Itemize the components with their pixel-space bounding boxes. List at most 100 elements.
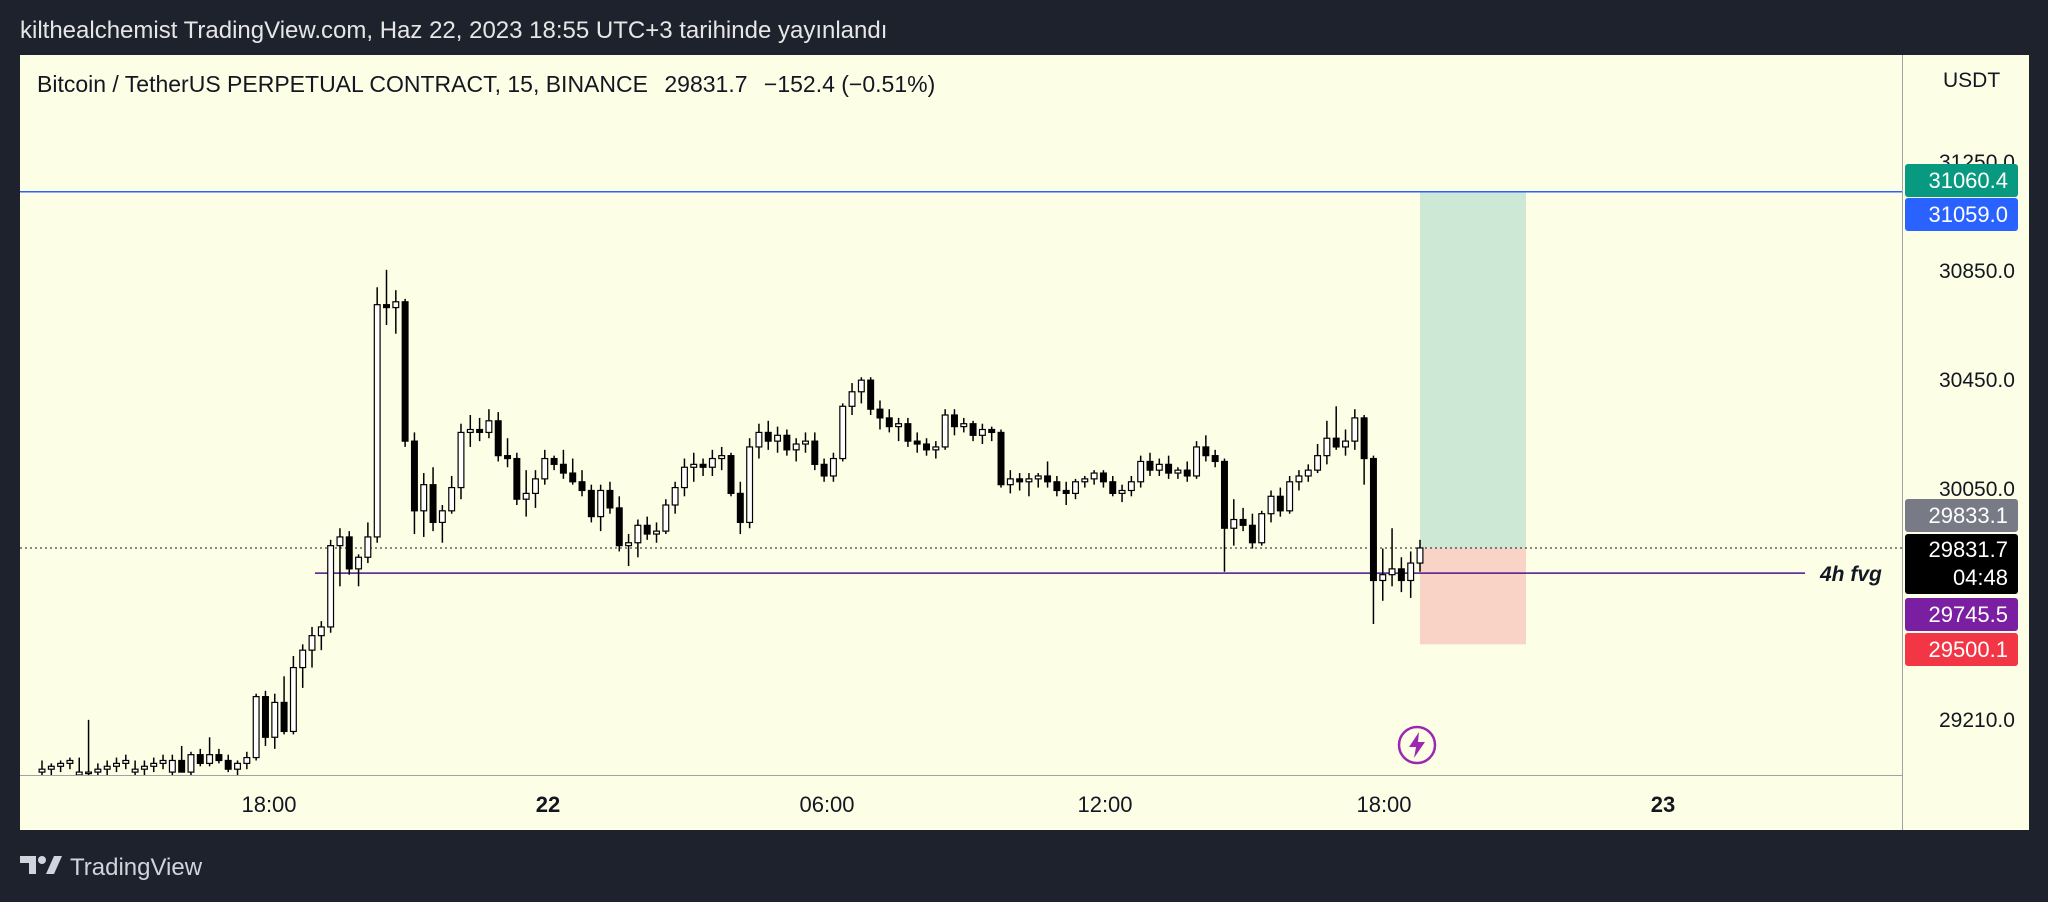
bearish-candle[interactable]	[820, 463, 828, 477]
bullish-candle[interactable]	[373, 304, 381, 538]
bearish-candle[interactable]	[1332, 437, 1340, 448]
bearish-candle[interactable]	[615, 507, 623, 547]
bullish-candle[interactable]	[327, 545, 335, 628]
bullish-candle[interactable]	[662, 504, 670, 532]
bullish-candle[interactable]	[746, 446, 754, 524]
bullish-candle[interactable]	[1025, 478, 1033, 483]
bullish-candle[interactable]	[708, 457, 716, 468]
bearish-candle[interactable]	[345, 536, 353, 570]
bearish-candle[interactable]	[988, 428, 996, 434]
bearish-candle[interactable]	[550, 457, 558, 465]
currency-label[interactable]: USDT	[1943, 69, 2001, 92]
bullish-candle[interactable]	[680, 466, 688, 489]
bullish-candle[interactable]	[1295, 475, 1303, 483]
bearish-candle[interactable]	[867, 379, 875, 410]
bullish-candle[interactable]	[75, 771, 83, 775]
bullish-candle[interactable]	[522, 492, 530, 500]
bearish-candle[interactable]	[401, 301, 409, 442]
bullish-candle[interactable]	[1006, 478, 1014, 486]
bullish-candle[interactable]	[1304, 469, 1312, 477]
bearish-candle[interactable]	[1239, 518, 1247, 526]
bullish-candle[interactable]	[1407, 562, 1415, 582]
bullish-candle[interactable]	[839, 405, 847, 460]
bullish-candle[interactable]	[57, 762, 65, 767]
bearish-candle[interactable]	[643, 524, 651, 535]
bullish-candle[interactable]	[1090, 472, 1098, 480]
bullish-candle[interactable]	[289, 666, 297, 733]
bullish-candle[interactable]	[1081, 478, 1089, 483]
bullish-candle[interactable]	[122, 759, 130, 764]
bearish-candle[interactable]	[1397, 568, 1405, 582]
chart-plot-area[interactable]: Bitcoin / TetherUS PERPETUAL CONTRACT, 1…	[20, 55, 1902, 775]
bearish-candle[interactable]	[476, 428, 484, 434]
bearish-candle[interactable]	[1276, 495, 1284, 512]
bullish-candle[interactable]	[113, 762, 120, 767]
bearish-candle[interactable]	[578, 481, 586, 492]
bearish-candle[interactable]	[280, 701, 288, 733]
symbol-legend[interactable]: Bitcoin / TetherUS PERPETUAL CONTRACT, 1…	[37, 71, 945, 98]
bullish-candle[interactable]	[336, 536, 344, 547]
bullish-candle[interactable]	[625, 542, 633, 547]
footer-brand[interactable]: TradingView	[20, 852, 202, 884]
bullish-candle[interactable]	[671, 486, 679, 506]
bullish-candle[interactable]	[1174, 469, 1182, 474]
bearish-candle[interactable]	[904, 423, 912, 442]
bullish-candle[interactable]	[94, 768, 102, 773]
bearish-candle[interactable]	[1044, 475, 1052, 483]
bearish-candle[interactable]	[606, 489, 614, 509]
bullish-candle[interactable]	[457, 431, 465, 489]
bearish-candle[interactable]	[783, 434, 791, 451]
bearish-candle[interactable]	[1369, 457, 1377, 582]
bullish-candle[interactable]	[448, 486, 456, 512]
bullish-candle[interactable]	[1193, 446, 1201, 477]
bearish-candle[interactable]	[736, 492, 744, 524]
bullish-candle[interactable]	[355, 556, 363, 570]
bullish-candle[interactable]	[364, 536, 372, 558]
bearish-candle[interactable]	[1146, 460, 1154, 471]
bullish-candle[interactable]	[653, 530, 660, 535]
bullish-candle[interactable]	[755, 431, 763, 448]
bullish-candle[interactable]	[392, 301, 400, 309]
bullish-candle[interactable]	[47, 765, 55, 770]
bullish-candle[interactable]	[774, 434, 782, 442]
lightning-icon[interactable]	[1397, 725, 1437, 765]
bullish-candle[interactable]	[1127, 481, 1135, 492]
bullish-candle[interactable]	[85, 771, 93, 775]
bearish-candle[interactable]	[1053, 481, 1061, 492]
bullish-candle[interactable]	[597, 489, 605, 518]
bullish-candle[interactable]	[1034, 475, 1042, 480]
bullish-candle[interactable]	[1388, 568, 1396, 576]
bearish-candle[interactable]	[178, 759, 186, 773]
bullish-candle[interactable]	[1379, 574, 1387, 582]
price-scale[interactable]: USDT 31250.0 30850.0 30450.0 30050.0 292…	[1902, 55, 2029, 830]
bullish-candle[interactable]	[168, 759, 176, 773]
bullish-candle[interactable]	[243, 756, 251, 764]
bullish-candle[interactable]	[485, 420, 493, 434]
bullish-candle[interactable]	[1416, 547, 1424, 564]
bullish-candle[interactable]	[802, 440, 809, 445]
bearish-candle[interactable]	[1360, 417, 1368, 460]
bullish-candle[interactable]	[1267, 495, 1275, 515]
bullish-candle[interactable]	[66, 759, 74, 764]
bullish-candle[interactable]	[857, 379, 865, 393]
bearish-candle[interactable]	[1165, 463, 1173, 474]
bullish-candle[interactable]	[1351, 417, 1359, 442]
bearish-candle[interactable]	[1248, 524, 1256, 544]
bullish-candle[interactable]	[150, 762, 158, 767]
bullish-candle[interactable]	[234, 762, 242, 770]
bullish-candle[interactable]	[466, 428, 474, 434]
bearish-candle[interactable]	[699, 463, 707, 468]
bullish-candle[interactable]	[829, 457, 837, 477]
bearish-candle[interactable]	[969, 423, 977, 436]
bearish-candle[interactable]	[1183, 469, 1191, 477]
bearish-candle[interactable]	[1220, 460, 1228, 529]
bullish-candle[interactable]	[718, 455, 726, 460]
bearish-candle[interactable]	[876, 408, 884, 419]
bullish-candle[interactable]	[159, 759, 167, 764]
bearish-candle[interactable]	[569, 472, 577, 483]
bullish-candle[interactable]	[634, 524, 642, 544]
bullish-candle[interactable]	[941, 414, 949, 448]
bullish-candle[interactable]	[1155, 463, 1163, 471]
time-axis[interactable]: 18:00 22 06:00 12:00 18:00 23	[20, 775, 1902, 831]
bullish-candle[interactable]	[1258, 513, 1266, 544]
